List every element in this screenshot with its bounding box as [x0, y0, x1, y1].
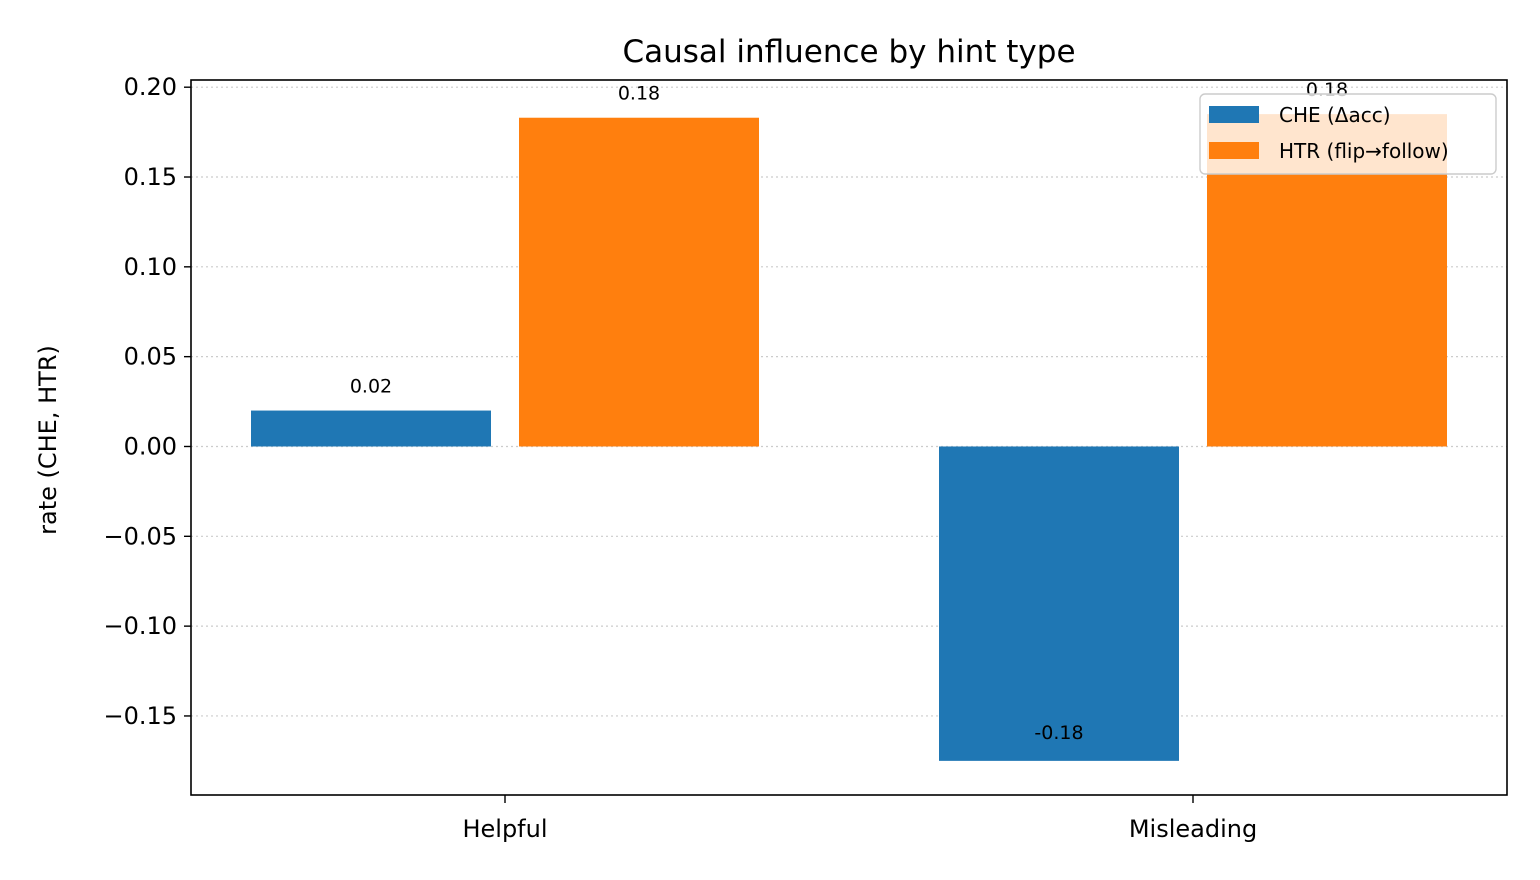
bars [251, 114, 1447, 761]
x-tick-label: Misleading [1129, 815, 1257, 843]
bar [251, 410, 491, 447]
y-axis: 0.20 0.15 0.10 0.05 0.00 −0.05 −0.10 −0.15 [103, 73, 191, 730]
y-tick-label: −0.15 [103, 702, 177, 730]
bar [519, 117, 759, 447]
bar-value-label: 0.18 [618, 83, 660, 105]
chart-title: Causal influence by hint type [622, 34, 1075, 70]
bar-value-label: -0.18 [1034, 722, 1083, 744]
y-tick-label: 0.20 [124, 73, 177, 101]
legend-box [1199, 93, 1497, 175]
x-axis: Helpful Misleading [462, 795, 1257, 843]
bar [939, 446, 1179, 761]
y-tick-label: −0.10 [103, 612, 177, 640]
legend-entry: HTR (flip→follow) [1279, 139, 1449, 163]
x-tick-label: Helpful [462, 815, 547, 843]
y-axis-label: rate (CHE, HTR) [34, 345, 62, 535]
y-tick-label: −0.05 [103, 522, 177, 550]
bar-value-label: 0.02 [350, 376, 392, 398]
plot-frame [190, 79, 1508, 796]
y-tick-label: 0.00 [124, 432, 177, 460]
legend-swatch [1209, 106, 1259, 123]
bar-labels: 0.020.18-0.180.18 [350, 79, 1348, 744]
y-tick-label: 0.15 [124, 163, 177, 191]
legend-entry: CHE (Δacc) [1279, 103, 1391, 127]
legend-swatch [1209, 142, 1259, 159]
y-tick-label: 0.05 [124, 343, 177, 371]
legend: CHE (Δacc) HTR (flip→follow) [1199, 93, 1497, 175]
y-tick-label: 0.10 [124, 253, 177, 281]
